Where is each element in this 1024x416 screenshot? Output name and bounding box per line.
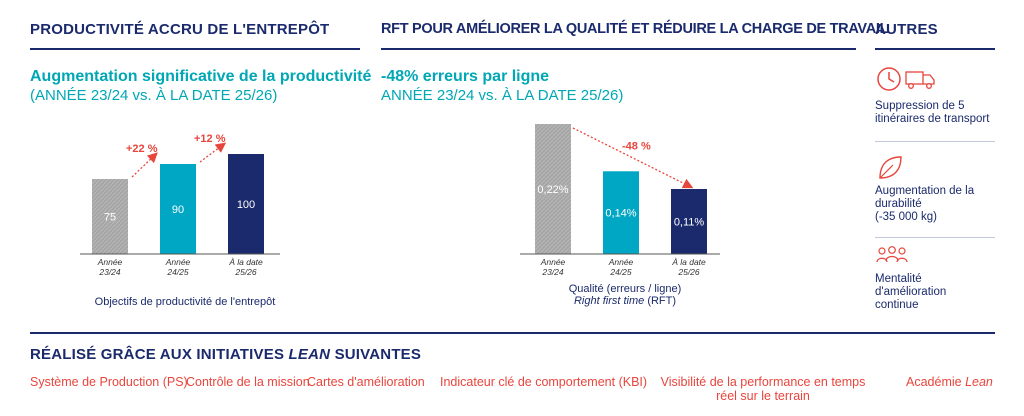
chart2-value-label-2: 0,11% [674, 217, 705, 229]
chart2-arrow-0 [572, 127, 694, 189]
rft-caption-line1: Qualité (erreurs / ligne) [568, 283, 682, 295]
section-title-rft: RFT POUR AMÉLIORER LA QUALITÉ ET RÉDUIRE… [381, 21, 889, 37]
chart1-tick-label-1-1: 24/25 [166, 267, 189, 277]
others-item-transport-line1: Suppression de 5 [875, 100, 965, 112]
lean-title-italic: LEAN [288, 346, 331, 363]
chart1-bar-2 [228, 154, 264, 254]
rft-caption-suffix: (RFT) [647, 295, 677, 307]
initiative-visibility-line1: Visibilité de la performance en temps [660, 375, 866, 389]
chart2-value-label-0: 0,22% [537, 184, 568, 196]
productivity-caption: Objectifs de productivité de l'entrepôt [94, 296, 276, 308]
rft-subheadline: ANNÉE 23/24 vs. À LA DATE 25/26) [381, 87, 624, 104]
chart2-bar-0 [535, 124, 571, 254]
chart1-value-label-1: 90 [172, 204, 184, 216]
others-item-transport-line2: itinéraires de transport [875, 113, 990, 125]
initiative-lean-academy-italic: Lean [965, 375, 993, 389]
section-title-others: AUTRES [875, 21, 938, 38]
rft-headline: -48% erreurs par ligne [381, 68, 550, 85]
initiative-lean-academy: Académie Lean [906, 375, 993, 389]
chart1-annotation-1: +12 % [194, 133, 226, 145]
section-title-lean: RÉALISÉ GRÂCE AUX INITIATIVES LEAN SUIVA… [30, 346, 421, 363]
lean-title-part1: RÉALISÉ GRÂCE AUX INITIATIVES [30, 346, 285, 363]
section-rule-others [875, 48, 995, 50]
initiative-production-system: Système de Production (PS) [30, 375, 188, 389]
chart2-tick-label-0-1: 23/24 [541, 267, 564, 277]
initiative-lean-academy-label: Académie [906, 375, 962, 389]
lean-title-part2: SUIVANTES [334, 346, 422, 363]
others-item-mindset: Mentalité d'amélioration continue [875, 273, 946, 312]
chart1-tick-label-2-0: À la date [228, 257, 263, 267]
chart1-tick-label-1-0: Année [165, 257, 191, 267]
rft-caption: Qualité (erreurs / ligne) Right first ti… [505, 283, 745, 307]
others-panel: Suppression de 5 itinéraires de transpor… [875, 65, 1005, 315]
others-item-mindset-line1: Mentalité [875, 273, 922, 285]
section-rule-productivity [30, 48, 360, 50]
chart1-tick-label-2-1: 25/26 [234, 267, 257, 277]
others-separator-2 [875, 237, 995, 238]
initiative-visibility: Visibilité de la performance en temps ré… [648, 375, 878, 403]
initiative-improvement-cards: Cartes d'amélioration [307, 375, 425, 389]
chart1-tick-label-0-1: 23/24 [98, 267, 121, 277]
chart1-annotation-0: +22 % [126, 143, 158, 155]
initiative-kbi: Indicateur clé de comportement (KBI) [440, 375, 648, 389]
chart2-tick-label-2-0: À la date [671, 257, 706, 267]
others-item-sustainability-line2: durabilité [875, 198, 922, 210]
others-item-transport: Suppression de 5 itinéraires de transpor… [875, 100, 989, 126]
chart1-value-label-2: 100 [237, 199, 255, 211]
others-item-mindset-line3: continue [875, 299, 919, 311]
others-item-sustainability-line3: (-35 000 kg) [875, 211, 938, 223]
chart2-annotation-0: -48 % [622, 141, 651, 153]
chart2-value-label-1: 0,14% [605, 208, 636, 220]
lean-rule [30, 332, 995, 334]
chart1-arrow-0 [131, 152, 158, 178]
rft-caption-italic: Right first time [573, 295, 645, 307]
others-item-sustainability: Augmentation de la durabilité (-35 000 k… [875, 185, 974, 224]
section-rule-rft [381, 48, 856, 50]
clock-truck-icon [877, 67, 935, 91]
chart1-tick-label-0-0: Année [97, 257, 123, 267]
productivity-subheadline: (ANNÉE 23/24 vs. À LA DATE 25/26) [30, 87, 278, 104]
chart1-value-label-0: 75 [104, 212, 116, 224]
others-item-sustainability-line1: Augmentation de la [875, 185, 975, 197]
initiative-mission-control: Contrôle de la mission [186, 375, 310, 389]
chart2-bar-2 [671, 189, 707, 254]
others-separator-1 [875, 141, 995, 142]
people-icon [876, 246, 908, 263]
others-item-mindset-line2: d'amélioration [875, 286, 947, 298]
chart2-tick-label-1-0: Année [608, 257, 634, 267]
leaf-icon [879, 156, 902, 179]
chart1-arrow-1 [199, 142, 227, 163]
initiative-visibility-line2: réel sur le terrain [716, 389, 810, 403]
section-title-productivity: PRODUCTIVITÉ ACCRU DE L'ENTREPÔT [30, 21, 330, 38]
chart2-tick-label-2-1: 25/26 [677, 267, 700, 277]
chart2-bar-1 [603, 171, 639, 254]
chart1-bar-1 [160, 164, 196, 254]
chart2-tick-label-0-0: Année [540, 257, 566, 267]
chart1-bar-0 [92, 179, 128, 254]
chart2-tick-label-1-1: 24/25 [609, 267, 632, 277]
productivity-headline: Augmentation significative de la product… [30, 68, 372, 85]
